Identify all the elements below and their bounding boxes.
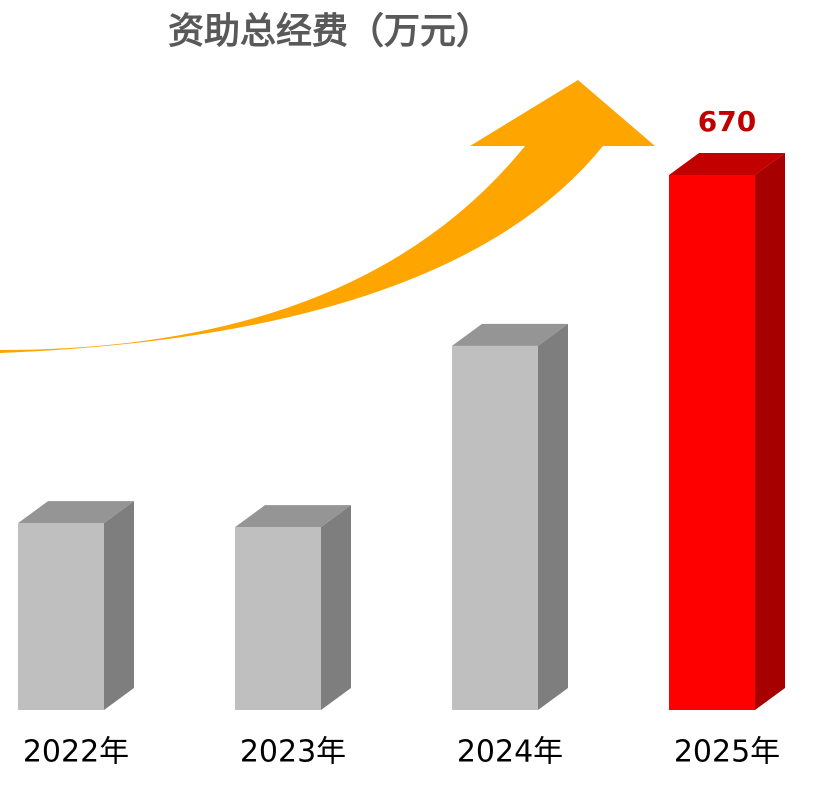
- bar-side: [321, 505, 351, 710]
- value-label: 670: [698, 105, 756, 138]
- bar-front: [235, 527, 321, 710]
- x-tick-label: 2025年: [674, 735, 780, 770]
- bar-top: [669, 153, 785, 175]
- bar-front: [18, 523, 104, 710]
- bar-top: [18, 501, 134, 524]
- bar-side: [755, 153, 785, 710]
- x-tick-label: 2023年: [240, 735, 346, 770]
- chart-title: 资助总经费（万元）: [168, 11, 492, 52]
- bar-front: [669, 175, 755, 710]
- trend-arrow: [0, 80, 655, 353]
- bar-front: [452, 345, 538, 710]
- x-tick-label: 2022年: [23, 735, 129, 770]
- bar-side: [538, 323, 568, 710]
- bar-top: [235, 505, 351, 528]
- bar-top: [452, 323, 568, 346]
- bar-side: [104, 501, 134, 710]
- x-tick-label: 2024年: [457, 735, 563, 770]
